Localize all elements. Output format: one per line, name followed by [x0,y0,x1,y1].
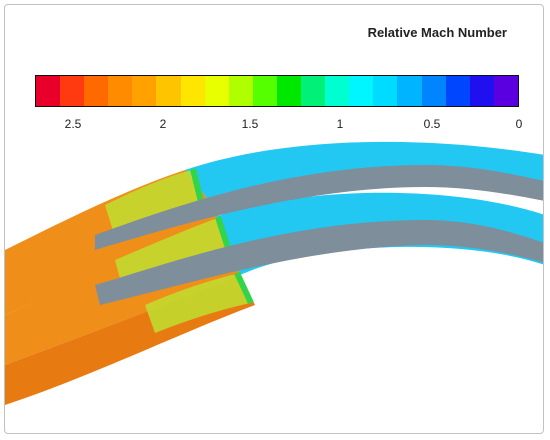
colorbar-segment [132,76,157,106]
colorbar-segment [397,76,422,106]
colorbar-segment [36,76,61,106]
colorbar-segment [108,76,133,106]
colorbar-tick-label: 1 [336,117,344,131]
colorbar-ticks: 2.5 2 1.5 1 0.5 0 [35,117,523,133]
shock-band-1 [105,169,205,237]
colorbar-segment [228,76,253,106]
colorbar-segment [252,76,277,106]
legend-title: Relative Mach Number [367,25,507,40]
sonic-line-3 [234,271,254,305]
colorbar-segment [373,76,398,106]
colorbar-segment [276,76,302,106]
colorbar-segment [445,76,470,106]
colorbar-segment [469,76,494,106]
figure-frame: Relative Mach Number 2.5 2 1.5 1 0.5 0 [4,4,544,434]
colorbar-tick-label: 2 [159,117,167,131]
colorbar-segment [84,76,109,106]
colorbar-segment [421,76,446,106]
colorbar-segment [493,76,518,106]
shock-band-3 [145,273,250,333]
colorbar-tick-label: 1.5 [241,117,259,131]
flow-field [5,141,543,405]
colorbar-tick-label: 0.5 [423,117,441,131]
colorbar-segment [60,76,85,106]
colorbar-tick-label: 0 [515,117,523,131]
blade-1 [95,165,543,250]
colorbar-segment [301,76,326,106]
colorbar-segment [180,76,205,106]
colorbar-segment [349,76,374,106]
colorbar-segment [204,76,229,106]
colorbar [35,75,519,107]
blade-2 [95,220,543,305]
colorbar-segment [156,76,181,106]
colorbar-tick-label: 2.5 [64,117,82,131]
colorbar-segment [325,76,350,106]
